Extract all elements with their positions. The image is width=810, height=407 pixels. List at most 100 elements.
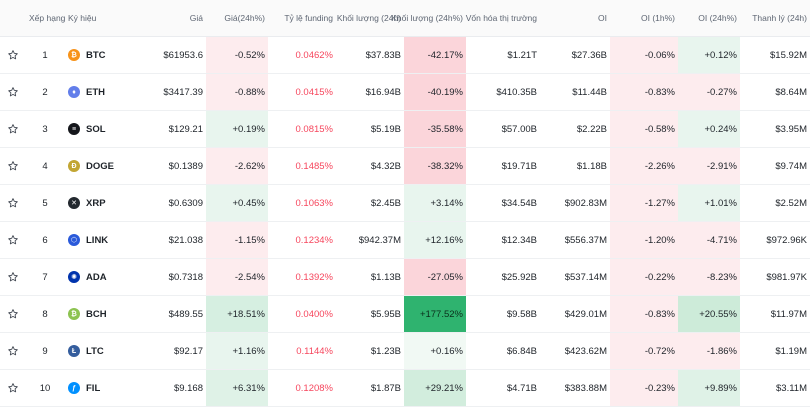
oi-1h-cell: -0.83% — [610, 296, 678, 332]
symbol-label[interactable]: BCH — [86, 308, 107, 320]
table-row[interactable]: 8 ₿ BCH $489.55 +18.51% 0.0400% $5.95B +177.52%… — [0, 296, 810, 333]
price-change-cell: -0.52% — [206, 37, 268, 73]
favorite-cell[interactable] — [0, 333, 26, 369]
price-cell: $9.168 — [173, 382, 203, 394]
symbol-cell[interactable]: ƒ FIL — [64, 370, 144, 406]
oi-24h-cell: +0.12% — [678, 37, 740, 73]
star-icon[interactable] — [7, 160, 19, 172]
symbol-cell[interactable]: Ł LTC — [64, 333, 144, 369]
price-change-cell: -1.15% — [206, 222, 268, 258]
table-row[interactable]: 7 ✺ ADA $0.7318 -2.54% 0.1392% $1.13B -27.05% $2… — [0, 259, 810, 296]
oi-24h-cell: +1.01% — [678, 185, 740, 221]
liquidation-cell: $972.96K — [766, 234, 807, 246]
oi-1h-cell: -1.27% — [610, 185, 678, 221]
funding-rate-cell: 0.0815% — [295, 123, 333, 135]
volume-cell: $5.19B — [370, 123, 401, 135]
symbol-cell[interactable]: ₿ BTC — [64, 37, 144, 73]
favorite-cell[interactable] — [0, 111, 26, 147]
header-rank[interactable]: Xếp hạng — [29, 13, 66, 23]
favorite-cell[interactable] — [0, 222, 26, 258]
price-change-cell: -2.62% — [206, 148, 268, 184]
funding-rate-cell: 0.1485% — [295, 160, 333, 172]
table-header: Xếp hạng Ký hiệu Giá Giá(24h%) Tỷ lệ fun… — [0, 0, 810, 37]
symbol-label[interactable]: ADA — [86, 271, 107, 283]
star-icon[interactable] — [7, 49, 19, 61]
volume-cell: $2.45B — [370, 197, 401, 209]
oi-24h-cell: -0.27% — [678, 74, 740, 110]
star-icon[interactable] — [7, 86, 19, 98]
liquidation-cell: $11.97M — [770, 308, 807, 320]
favorite-cell[interactable] — [0, 296, 26, 332]
header-market-cap[interactable]: Vốn hóa thị trường — [465, 13, 537, 23]
ada-icon: ✺ — [68, 271, 80, 283]
favorite-cell[interactable] — [0, 74, 26, 110]
header-price-change[interactable]: Giá(24h%) — [224, 13, 265, 23]
table-row[interactable]: 1 ₿ BTC $61953.6 -0.52% 0.0462% $37.83B -42.17%… — [0, 37, 810, 74]
price-change-cell: +0.19% — [206, 111, 268, 147]
table-row[interactable]: 4 Ð DOGE $0.1389 -2.62% 0.1485% $4.32B -38.32% $… — [0, 148, 810, 185]
market-cap-cell: $9.58B — [506, 308, 537, 320]
header-liquidation[interactable]: Thanh lý (24h) — [752, 13, 807, 23]
fil-icon: ƒ — [68, 382, 80, 394]
open-interest-cell: $27.36B — [571, 49, 607, 61]
table-row[interactable]: 5 ✕ XRP $0.6309 +0.45% 0.1063% $2.45B +3.14% $34… — [0, 185, 810, 222]
volume-cell: $4.32B — [370, 160, 401, 172]
symbol-cell[interactable]: ✕ XRP — [64, 185, 144, 221]
symbol-label[interactable]: XRP — [86, 197, 106, 209]
oi-1h-cell: -0.58% — [610, 111, 678, 147]
star-icon[interactable] — [7, 345, 19, 357]
favorite-cell[interactable] — [0, 148, 26, 184]
star-icon[interactable] — [7, 123, 19, 135]
favorite-cell[interactable] — [0, 185, 26, 221]
link-icon: ⬡ — [68, 234, 80, 246]
symbol-cell[interactable]: ✺ ADA — [64, 259, 144, 295]
oi-1h-cell: -0.22% — [610, 259, 678, 295]
header-price[interactable]: Giá — [189, 13, 203, 23]
table-row[interactable]: 10 ƒ FIL $9.168 +6.31% 0.1208% $1.87B +29.21% $4… — [0, 370, 810, 407]
symbol-label[interactable]: FIL — [86, 382, 101, 394]
favorite-cell[interactable] — [0, 37, 26, 73]
star-icon[interactable] — [7, 382, 19, 394]
symbol-label[interactable]: ETH — [86, 86, 105, 98]
symbol-cell[interactable]: ₿ BCH — [64, 296, 144, 332]
symbol-label[interactable]: LINK — [86, 234, 109, 246]
volume-change-cell: +0.16% — [404, 333, 466, 369]
header-symbol[interactable]: Ký hiệu — [68, 13, 97, 23]
symbol-cell[interactable]: ⬡ LINK — [64, 222, 144, 258]
header-oi-24h[interactable]: OI (24h%) — [698, 13, 737, 23]
rank-cell: 5 — [42, 197, 48, 209]
header-funding-rate[interactable]: Tỷ lệ funding — [284, 13, 333, 23]
star-icon[interactable] — [7, 271, 19, 283]
table-row[interactable]: 2 ♦ ETH $3417.39 -0.88% 0.0415% $16.94B -40.19%… — [0, 74, 810, 111]
favorite-cell[interactable] — [0, 370, 26, 406]
symbol-label[interactable]: DOGE — [86, 160, 114, 172]
market-cap-cell: $25.92B — [501, 271, 537, 283]
liquidation-cell: $9.74M — [775, 160, 807, 172]
header-favorite — [0, 0, 26, 36]
symbol-cell[interactable]: Ð DOGE — [64, 148, 144, 184]
favorite-cell[interactable] — [0, 259, 26, 295]
open-interest-cell: $2.22B — [576, 123, 607, 135]
rank-cell: 9 — [42, 345, 48, 357]
header-oi-1h[interactable]: OI (1h%) — [640, 13, 675, 23]
market-cap-cell: $4.71B — [506, 382, 537, 394]
header-open-interest[interactable]: OI — [598, 13, 607, 23]
symbol-label[interactable]: BTC — [86, 49, 106, 61]
price-cell: $0.7318 — [168, 271, 203, 283]
star-icon[interactable] — [7, 197, 19, 209]
star-icon[interactable] — [7, 234, 19, 246]
oi-1h-cell: -1.20% — [610, 222, 678, 258]
symbol-cell[interactable]: ♦ ETH — [64, 74, 144, 110]
symbol-label[interactable]: LTC — [86, 345, 104, 357]
header-volume[interactable]: Khối lượng (24h) — [336, 13, 401, 23]
table-row[interactable]: 6 ⬡ LINK $21.038 -1.15% 0.1234% $942.37M +12.16… — [0, 222, 810, 259]
symbol-label[interactable]: SOL — [86, 123, 106, 135]
star-icon[interactable] — [7, 308, 19, 320]
symbol-cell[interactable]: ≡ SOL — [64, 111, 144, 147]
header-volume-change[interactable]: Khối lượng (24h%) — [391, 13, 463, 23]
liquidation-cell: $3.95M — [775, 123, 807, 135]
market-cap-cell: $12.34B — [501, 234, 537, 246]
table-row[interactable]: 9 Ł LTC $92.17 +1.16% 0.1144% $1.23B +0.16% $6.8… — [0, 333, 810, 370]
table-row[interactable]: 3 ≡ SOL $129.21 +0.19% 0.0815% $5.19B -35.58% $5… — [0, 111, 810, 148]
xrp-icon: ✕ — [68, 197, 80, 209]
